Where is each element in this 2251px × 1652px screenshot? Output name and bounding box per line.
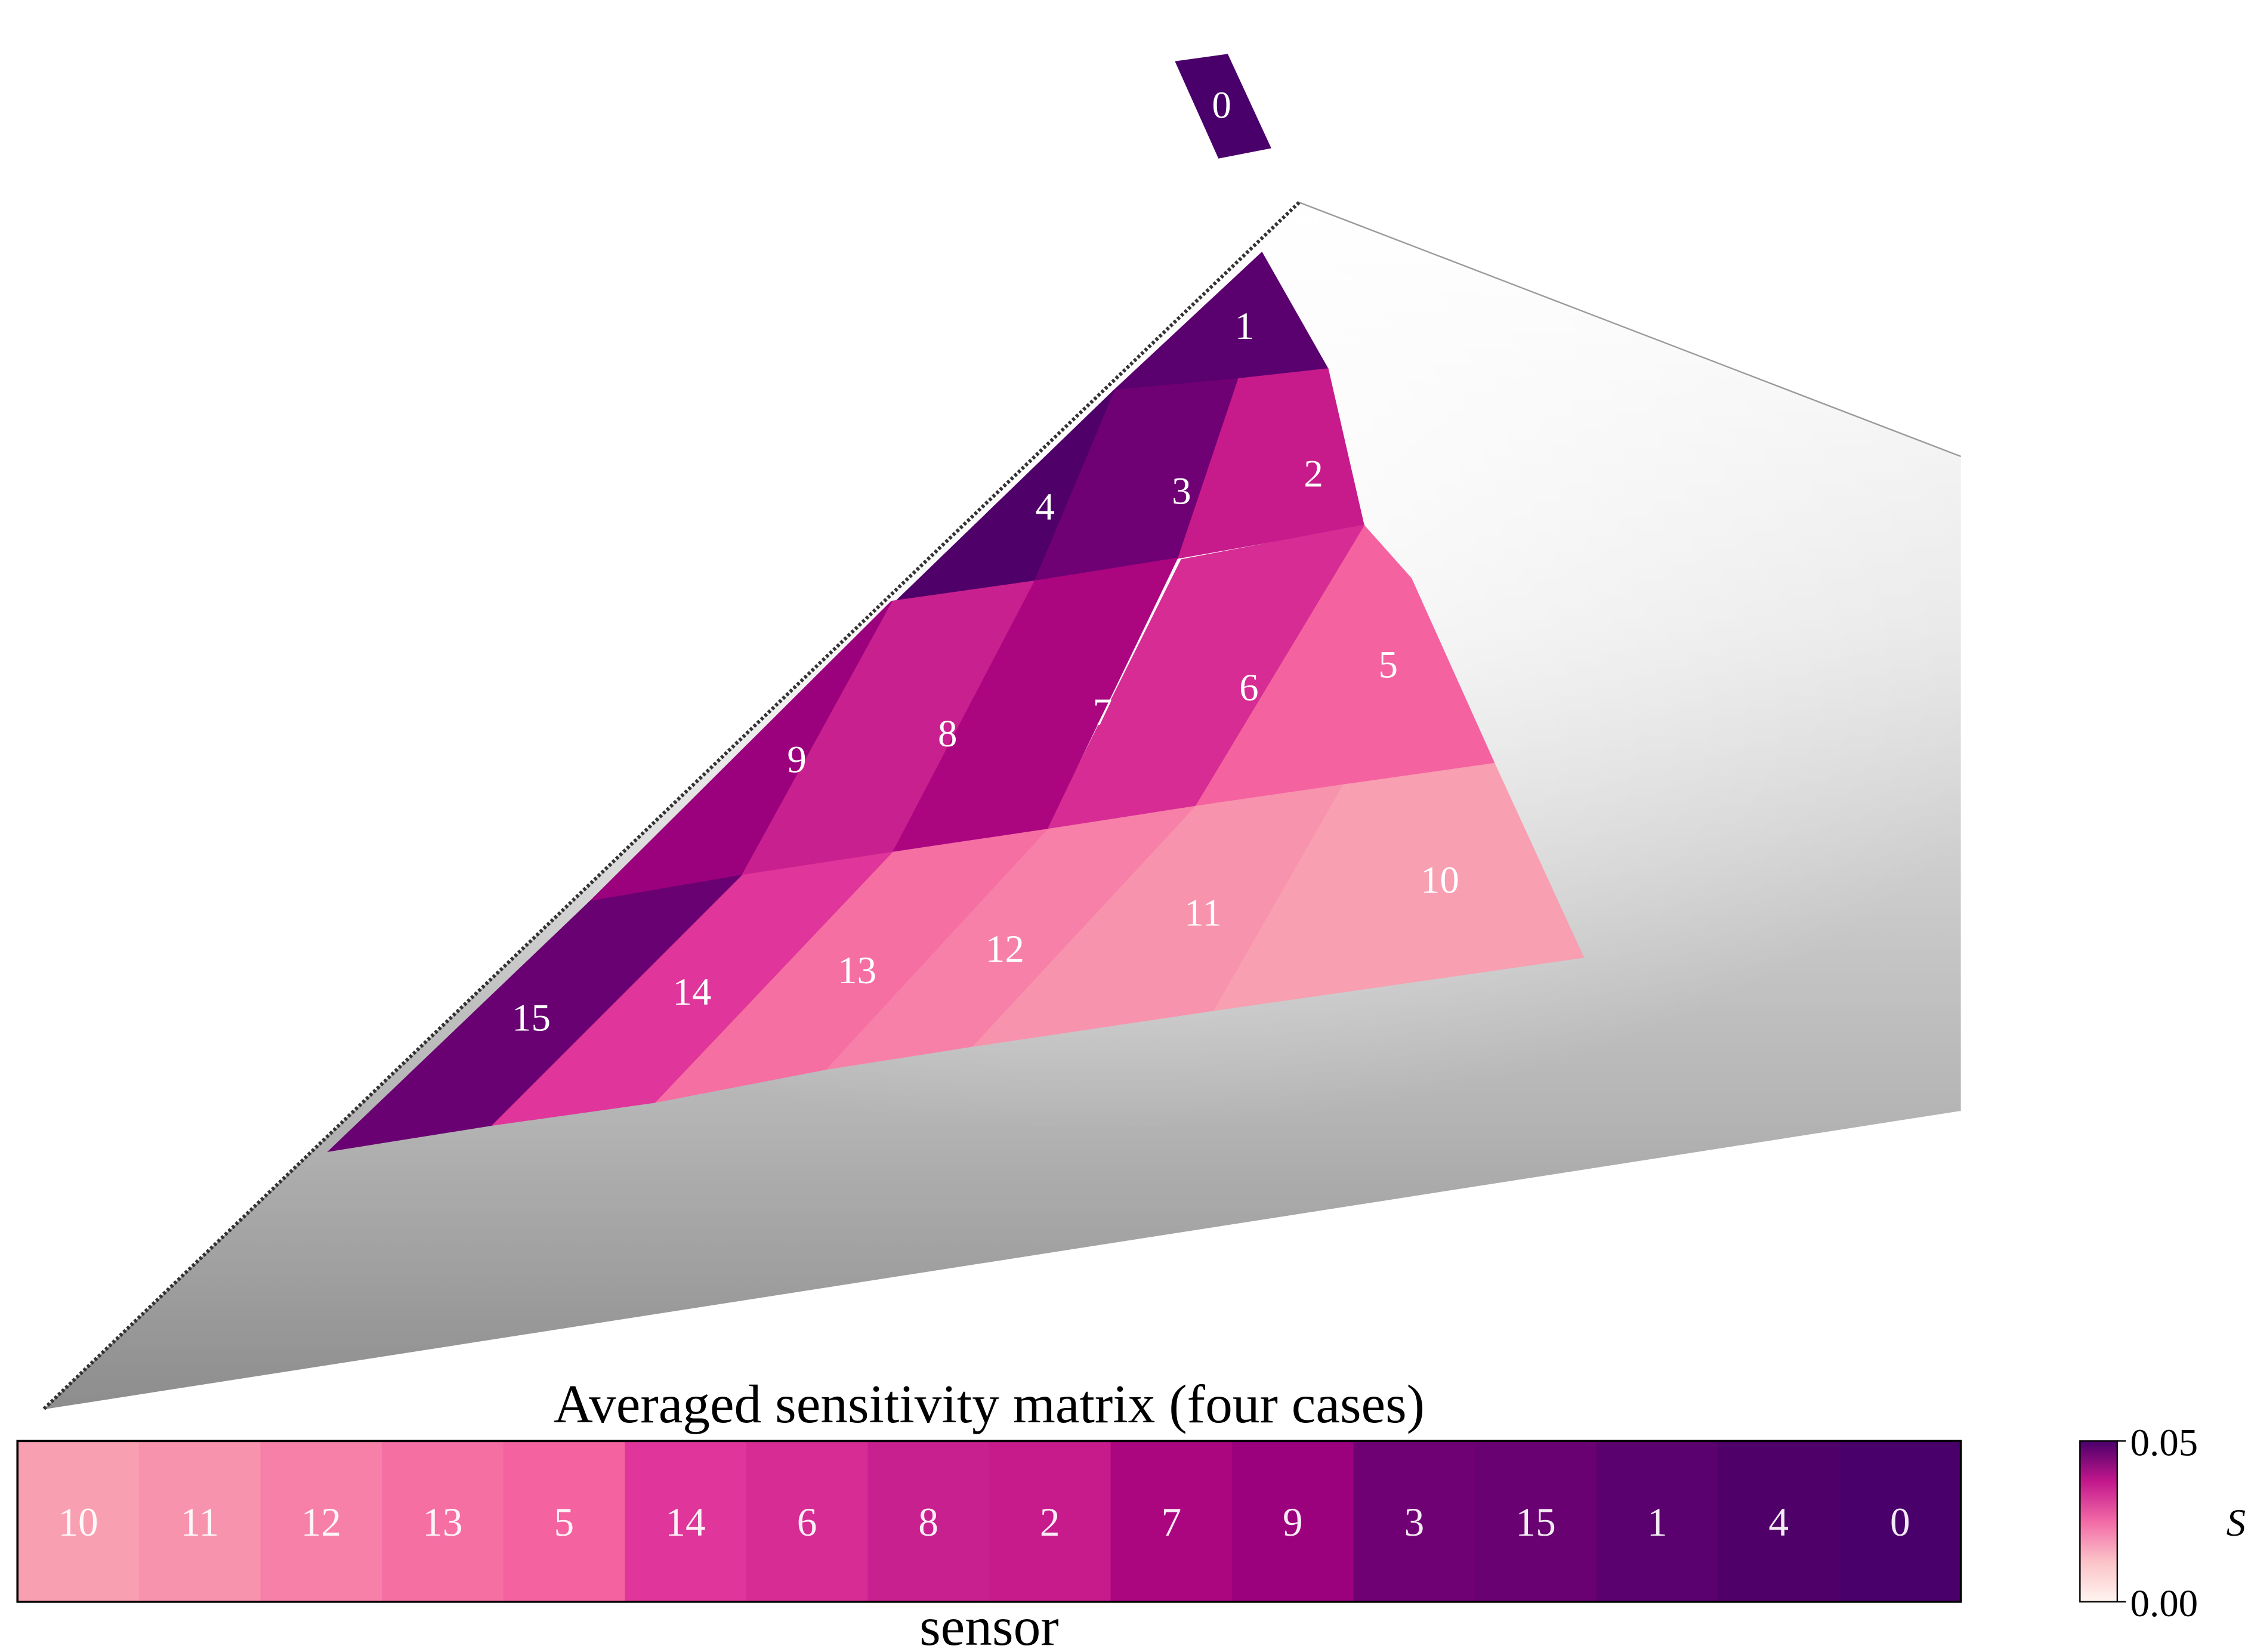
sorted-bar-cell-6 (746, 1441, 869, 1602)
surface-patch-15 (327, 875, 743, 1152)
sorted-bar-frame (16, 1440, 1962, 1603)
colorbar: 0.05 0.00 S (2079, 1421, 2246, 1625)
surface-patch-label-7: 7 (1093, 691, 1112, 734)
sorted-bar-cell-0 (1839, 1441, 1962, 1602)
surface-patch-label-9: 9 (787, 738, 806, 781)
colorbar-tick-max: 0.05 (2130, 1421, 2198, 1464)
surface-patch-label-0: 0 (1212, 84, 1231, 126)
sorted-bar-label-9: 9 (1283, 1500, 1303, 1545)
colorbar-label: S (2227, 1502, 2246, 1545)
sorted-bar-cell-4 (1718, 1441, 1841, 1602)
surface-patch-1 (1112, 251, 1329, 391)
sorted-bar-label-0: 0 (1890, 1500, 1910, 1545)
surface-patch-label-15: 15 (512, 996, 551, 1039)
chart-title: Averaged sensitivity matrix (four cases) (554, 1374, 1425, 1434)
sensor-patches (327, 54, 1585, 1152)
sorted-bar-cell-1 (1596, 1441, 1719, 1602)
surface-patch-label-13: 13 (838, 949, 876, 992)
sorted-bar-label-6: 6 (797, 1500, 817, 1545)
surface-patch-label-14: 14 (672, 971, 711, 1014)
surface-patch-label-6: 6 (1239, 666, 1258, 709)
sorted-bar-cell-14 (625, 1441, 748, 1602)
surface-patch-label-2: 2 (1304, 453, 1323, 496)
sorted-bar-cell-11 (138, 1441, 261, 1602)
sorted-bar-label-2: 2 (1040, 1500, 1060, 1545)
sorted-bar-cell-8 (867, 1441, 990, 1602)
sorted-bar-label-13: 13 (422, 1500, 462, 1545)
surface-patch-label-10: 10 (1421, 859, 1459, 901)
surface-patch-0 (1175, 54, 1271, 159)
sorted-bar-label-15: 15 (1515, 1500, 1555, 1545)
sorted-bar-label-3: 3 (1404, 1500, 1425, 1545)
surface-patch-label-3: 3 (1172, 470, 1191, 512)
sorted-bar-cell-9 (1232, 1441, 1355, 1602)
sorted-bar-cell-5 (503, 1441, 626, 1602)
sorted-bar-cell-2 (989, 1441, 1111, 1602)
surface-patch-label-1: 1 (1235, 305, 1254, 348)
sorted-bar-label-5: 5 (554, 1500, 575, 1545)
sorted-bar-cell-7 (1110, 1441, 1233, 1602)
sorted-bar-label-10: 10 (58, 1500, 98, 1545)
surface-patch-label-5: 5 (1379, 644, 1398, 687)
sorted-bar-label-12: 12 (301, 1500, 341, 1545)
sorted-bar-cell-13 (382, 1441, 505, 1602)
sorted-bar-label-1: 1 (1647, 1500, 1668, 1545)
sorted-sensor-bar: 10 11 12 13 5 14 6 8 2 7 9 3 15 1 4 0 (17, 1441, 1962, 1602)
sorted-bar-label-7: 7 (1161, 1500, 1181, 1545)
sorted-bar-cell-12 (260, 1441, 383, 1602)
surface-patch-label-11: 11 (1184, 892, 1222, 935)
sorted-bar-cell-3 (1353, 1441, 1476, 1602)
sorted-bar-label-8: 8 (918, 1500, 938, 1545)
colorbar-gradient (2079, 1440, 2119, 1603)
sorted-bar-label-14: 14 (665, 1500, 705, 1545)
surface-patch-label-12: 12 (986, 928, 1024, 971)
sorted-bar-cell-10 (17, 1441, 140, 1602)
surface-patch-label-4: 4 (1036, 486, 1055, 529)
colorbar-tick-min: 0.00 (2130, 1582, 2198, 1625)
sorted-bar-label-4: 4 (1768, 1500, 1789, 1545)
sorted-bar-label-11: 11 (180, 1500, 219, 1545)
sorted-bar-cell-15 (1475, 1441, 1598, 1602)
surface-patch-label-8: 8 (938, 712, 957, 755)
x-axis-label: sensor (919, 1597, 1059, 1652)
